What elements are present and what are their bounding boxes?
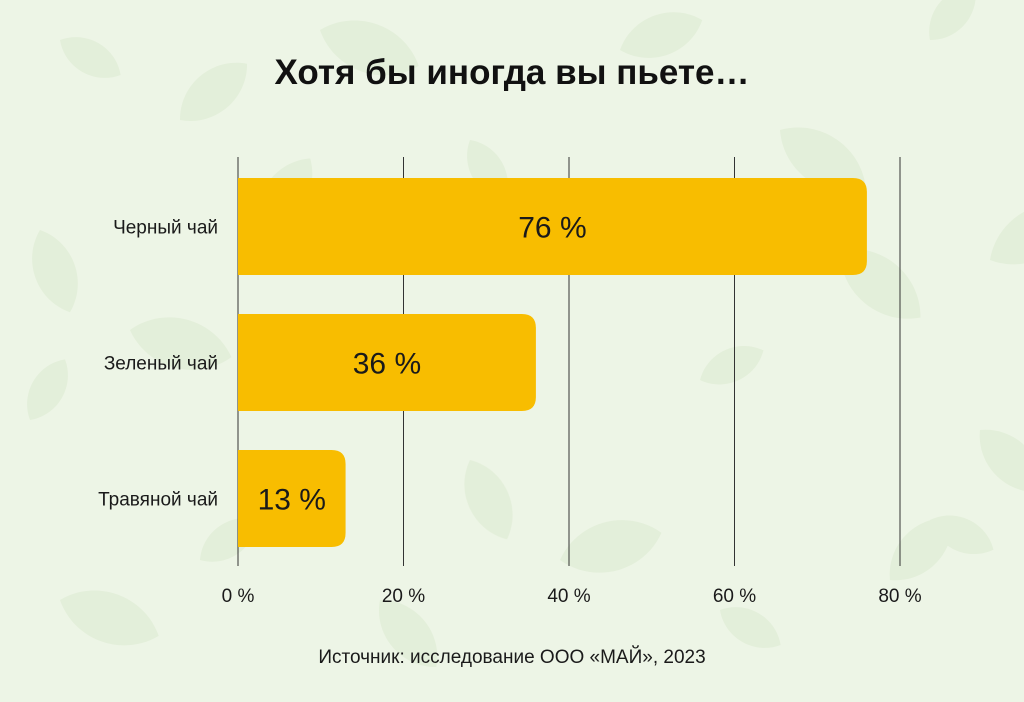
bar-value-label: 76 % [518,212,586,245]
bar-value-label: 36 % [353,348,421,381]
x-tick-label: 20 % [382,586,425,607]
x-tick-label: 0 % [222,586,255,607]
x-tick-label: 60 % [713,586,756,607]
bar-chart: Хотя бы иногда вы пьете… 76 % 36 % 13 % Че… [0,0,1024,702]
category-label: Зеленый чай [104,354,218,375]
bar-value-label: 13 % [258,484,326,517]
category-label: Черный чай [113,218,218,239]
category-labels: Черный чай Зеленый чай Травяной чай [98,218,218,511]
x-tick-label: 80 % [878,586,921,607]
x-tick-label: 40 % [547,586,590,607]
chart-title: Хотя бы иногда вы пьете… [275,53,750,92]
source-note: Источник: исследование ООО «МАЙ», 2023 [318,646,705,668]
x-axis-ticks: 0 % 20 % 40 % 60 % 80 % [222,586,922,607]
category-label: Травяной чай [98,490,218,511]
